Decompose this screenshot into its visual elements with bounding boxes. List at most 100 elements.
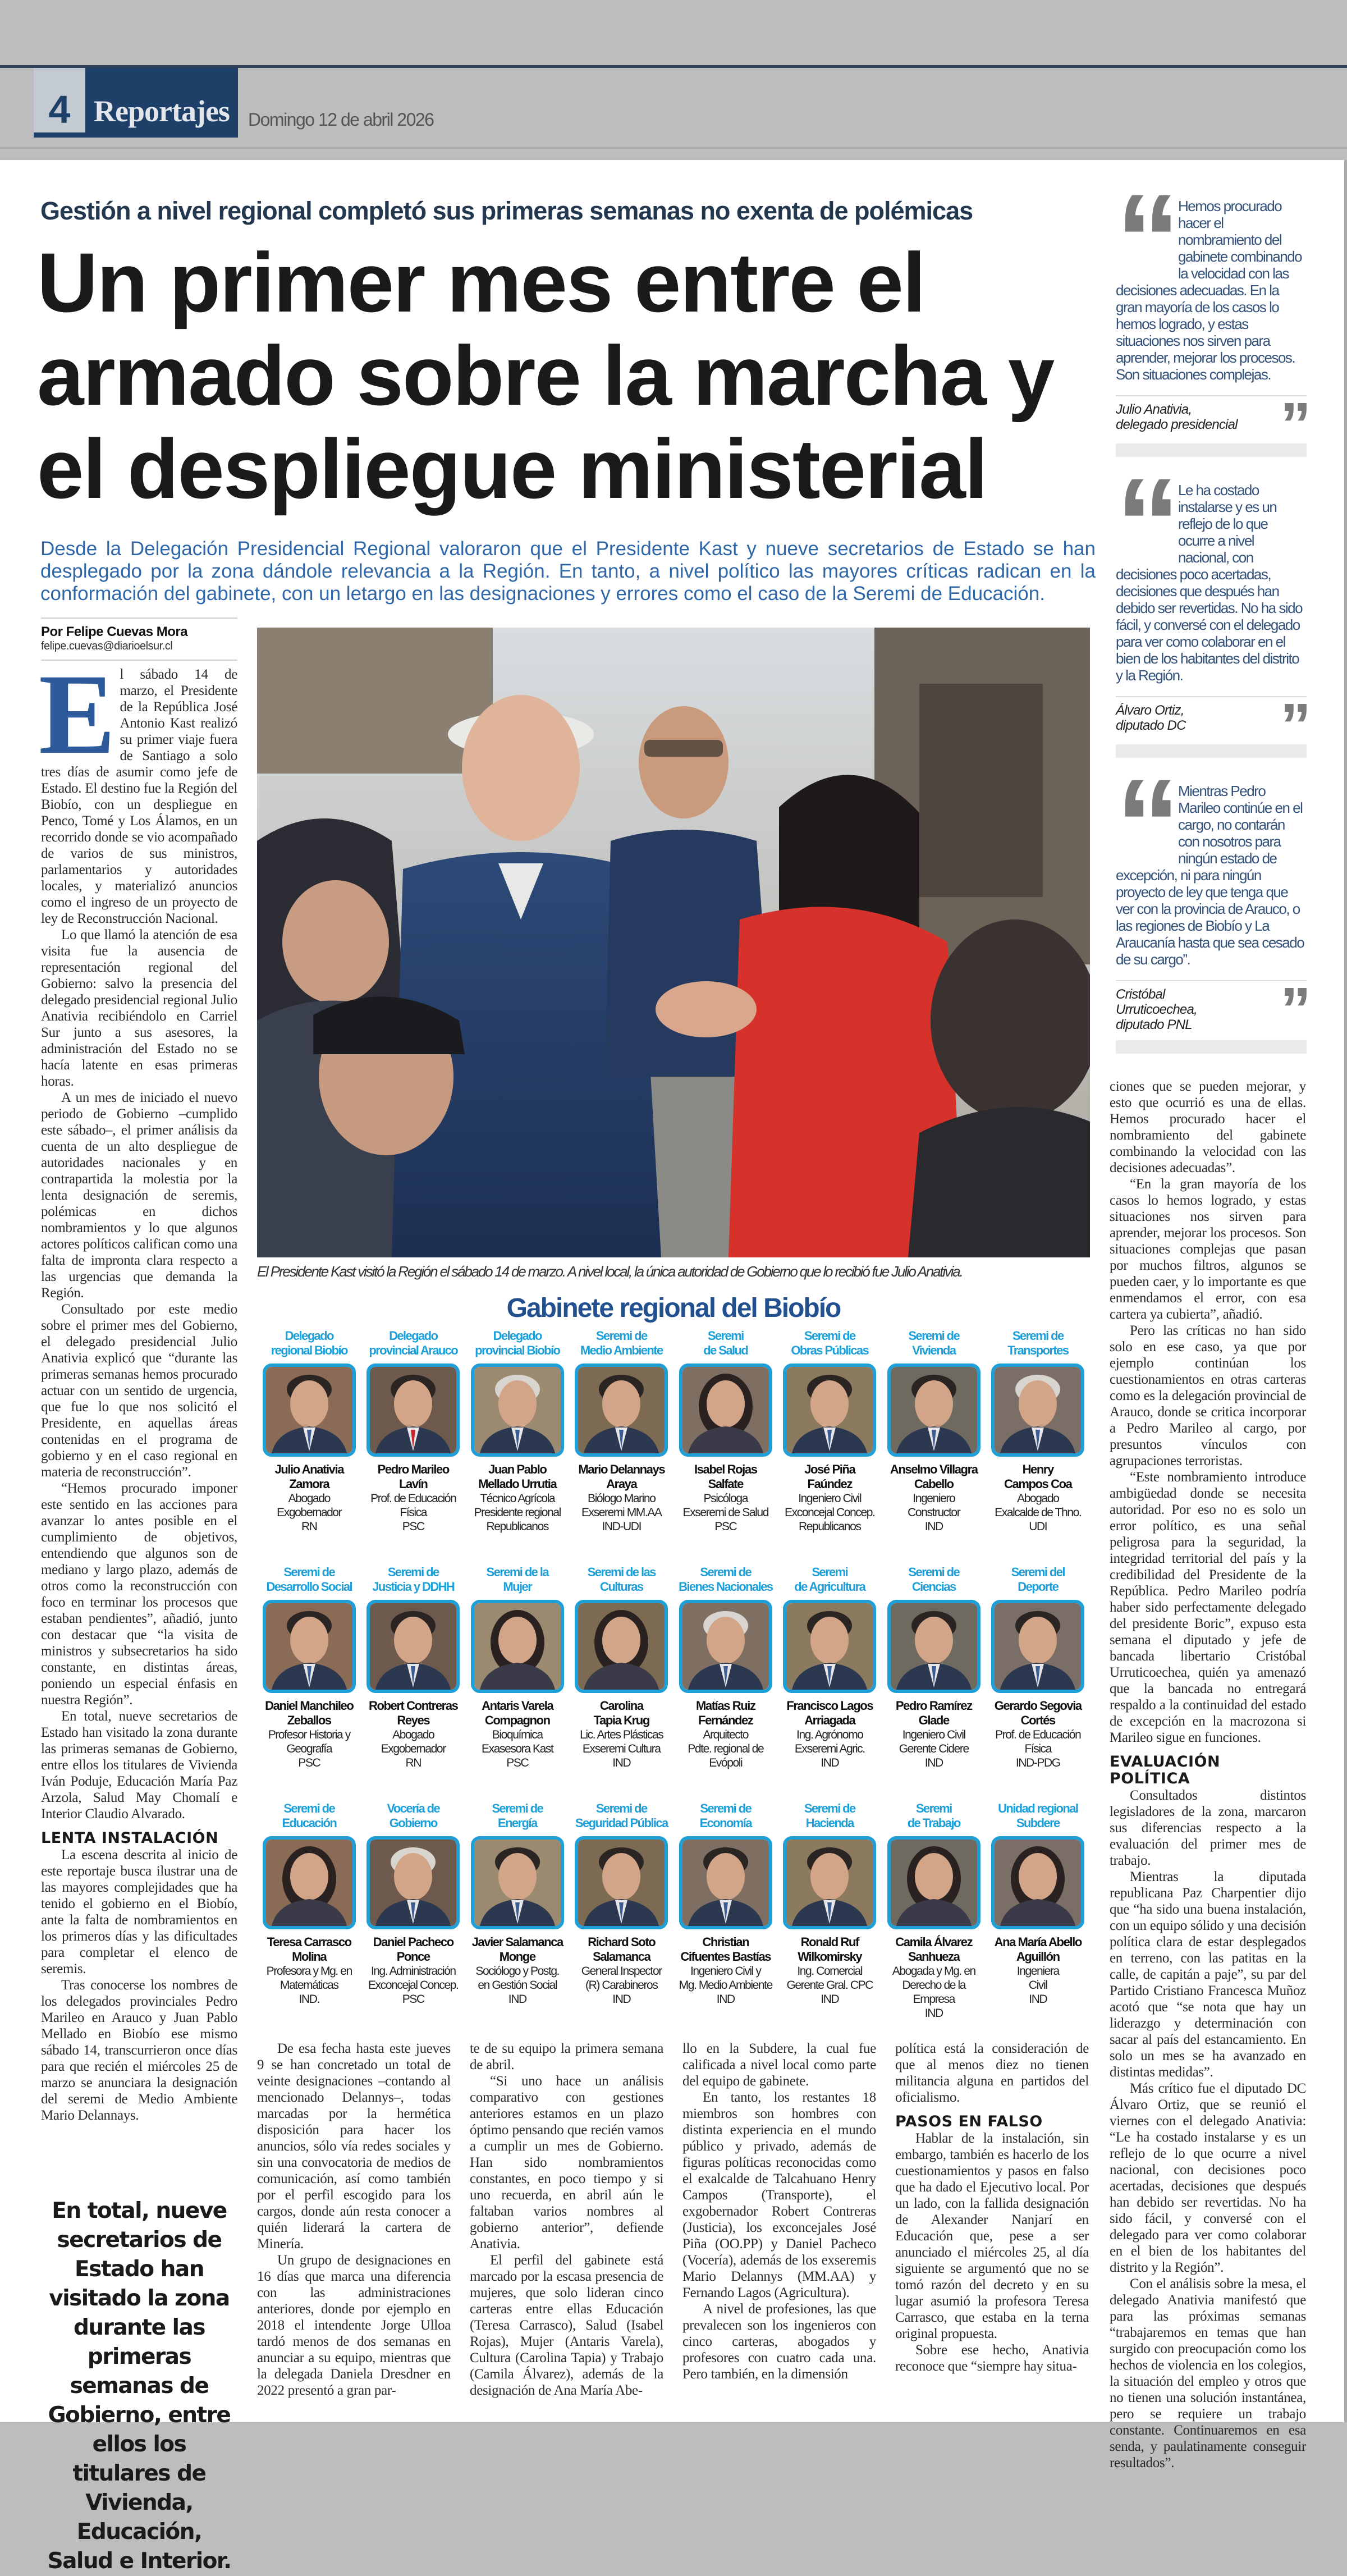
paragraph: Pero las críticas no han sido solo en es…: [1110, 1323, 1306, 1468]
byline-author: Por Felipe Cuevas Mora: [41, 624, 188, 639]
member-detail-line: Exseremi Agric.: [794, 1742, 865, 1755]
member-detail-line: Sociólogo y Postg.: [475, 1965, 560, 1978]
paragraph: “Este nombramiento introduce ambigüedad …: [1110, 1470, 1306, 1745]
member-portrait: [262, 1600, 356, 1693]
member-detail-line: Republicanos: [799, 1520, 862, 1533]
member-details: Psicóloga Exseremi de Salud PSC: [675, 1491, 777, 1534]
member-position-line: Deporte: [1018, 1580, 1059, 1594]
member-detail-line: en Gestión Social: [478, 1979, 557, 1992]
member-detail-line: Derecho de la Empresa: [902, 1979, 966, 2006]
member-position-line: Medio Ambiente: [580, 1343, 663, 1357]
member-name-line: Reyes: [397, 1713, 430, 1727]
portrait-photo: [890, 1603, 977, 1690]
quote-role: diputado DC: [1116, 718, 1186, 733]
member-position-line: Transportes: [1007, 1343, 1069, 1357]
member-details: Abogado Exgobernador RN: [258, 1491, 360, 1534]
member-details: Ingeniero Constructor IND: [883, 1491, 985, 1534]
portrait-photo: [370, 1603, 457, 1690]
member-details: Ingeniera Civil IND: [987, 1964, 1089, 2006]
member-position-line: Seremi de: [387, 1565, 439, 1579]
headline-line: Un primer mes entre el: [37, 235, 926, 330]
close-quote-icon: ”: [1280, 691, 1311, 760]
cabinet-member-card: Vocería de Gobierno Daniel Pacheco Ponce Ing…: [361, 1801, 466, 2020]
member-name: Mario Delannays Araya: [571, 1462, 673, 1491]
member-detail-line: IND: [508, 1993, 527, 2006]
right-column-wrapper: “Hemos procurado hacer el nombramiento d…: [1110, 175, 1311, 2471]
pull-quote: En total, nueve secretarios de Estado ha…: [47, 2198, 232, 2574]
member-position-line: Delegado: [285, 1329, 335, 1343]
member-name: Ana María Abello Aguillón: [987, 1935, 1089, 1964]
member-portrait: [991, 1836, 1085, 1929]
member-position-line: de Agricultura: [794, 1580, 866, 1594]
edition-date: Domingo 12 de abril 2026: [248, 109, 434, 130]
member-name-line: Compagnon: [484, 1713, 551, 1727]
member-detail-line: Abogado: [392, 1728, 435, 1741]
member-name-line: Christian: [702, 1935, 749, 1949]
portrait-photo: [370, 1367, 457, 1453]
member-position: Seremi de Educación: [258, 1801, 360, 1831]
member-name-line: Tapia Krug: [593, 1713, 650, 1727]
cabinet-member-card: Seremi de las Culturas Carolina Tapia Krug L…: [570, 1565, 674, 1770]
member-details: Ingeniero Civil Exconcejal Concep. Republi…: [779, 1491, 881, 1534]
cabinet-member-card: Seremi de Medio Ambiente Mario Delannays Ar…: [570, 1329, 674, 1534]
member-position-line: provincial Biobío: [475, 1343, 561, 1357]
member-portrait: [575, 1600, 668, 1693]
member-detail-line: Presidente regional: [474, 1506, 562, 1519]
section-subheading: PASOS EN FALSO: [895, 2113, 1043, 2130]
bottom-columns: De esa fecha hasta este jueves 9 se han …: [257, 2040, 1090, 2399]
member-position: Seremi de Energía: [466, 1801, 569, 1831]
member-position-line: Seremi de: [283, 1565, 335, 1579]
member-name-line: Juan Pablo: [488, 1462, 547, 1476]
byline-rule-bottom: [41, 660, 237, 661]
portrait-photo: [578, 1603, 665, 1690]
member-position-line: Seremi de: [595, 1329, 648, 1343]
member-name: Antaris Varela Compagnon: [466, 1699, 569, 1728]
cabinet-member-card: Seremi de Obras Públicas José Piña Faúndez I…: [778, 1329, 882, 1534]
paragraph: llo en la Subdere, la cual fue calificad…: [682, 2041, 876, 2089]
member-position: Delegado provincial Arauco: [363, 1329, 465, 1358]
member-name-line: Lavín: [399, 1477, 428, 1491]
president-visit-photo: [257, 628, 1090, 1257]
member-detail-line: Técnico Agrícola: [480, 1492, 555, 1505]
member-detail-line: PSC: [402, 1993, 425, 2006]
member-detail-line: Biólogo Marino: [588, 1492, 656, 1505]
member-position-line: Energía: [498, 1816, 538, 1830]
member-detail-line: Constructor: [908, 1506, 961, 1519]
header-rule: [0, 65, 1347, 68]
quote-text: Mientras Pedro Marileo continúe en el ca…: [1116, 783, 1305, 968]
member-name: Francisco Lagos Arriagada: [779, 1699, 881, 1728]
paragraph: política está la consideración de que al…: [895, 2041, 1089, 2105]
member-detail-line: Mg. Medio Ambiente: [679, 1979, 773, 1992]
quote-attribution: Cristóbal Urruticoechea, diputado PNL”: [1116, 979, 1311, 1041]
member-detail-line: PSC: [402, 1520, 425, 1533]
paragraph: La escena descrita al inicio de este rep…: [41, 1847, 237, 1976]
paragraph: “En la gran mayoría de los casos lo hemo…: [1110, 1177, 1306, 1322]
member-name: Richard Soto Salamanca: [571, 1935, 673, 1964]
member-position-line: Gobierno: [389, 1816, 438, 1830]
cabinet-member-card: Seremi de Hacienda Ronald Ruf Wilkomirsky In…: [778, 1801, 882, 2020]
member-name: Isabel Rojas Salfate: [675, 1462, 777, 1491]
cabinet-member-card: Seremi de Economía Christian Cifuentes Bast…: [674, 1801, 778, 2020]
member-detail-line: IND: [924, 2007, 943, 2020]
member-position-line: Mujer: [503, 1580, 532, 1594]
member-position: Seremi de Bienes Nacionales: [675, 1565, 777, 1594]
cabinet-member-card: Delegado regional Biobío Julio Anativia Zam…: [257, 1329, 361, 1534]
member-name-line: Pedro Ramírez: [895, 1699, 973, 1713]
member-position-line: Hacienda: [805, 1816, 855, 1830]
member-detail-line: Psicóloga: [703, 1492, 749, 1505]
member-detail-line: Prof. de Educación: [370, 1492, 457, 1505]
member-detail-line: RN: [405, 1756, 421, 1769]
member-position-line: Ciencias: [911, 1580, 956, 1594]
member-name-line: Mellado Urrutia: [478, 1477, 557, 1491]
member-detail-line: RN: [301, 1520, 318, 1533]
cabinet-member-card: Seremi de Desarrollo Social Daniel Manchil…: [257, 1565, 361, 1770]
member-position: Seremi de Agricultura: [779, 1565, 881, 1594]
member-portrait: [783, 1836, 877, 1929]
quote-attribution: Álvaro Ortiz, diputado DC”: [1116, 695, 1311, 757]
member-name-line: Molina: [292, 1950, 327, 1964]
paragraph: ciones que se pueden mejorar, y esto que…: [1110, 1079, 1306, 1175]
cabinet-member-card: Seremi de Educación Teresa Carrasco Molina P…: [257, 1801, 361, 2020]
paragraph: En total, nueve secretarios de Estado ha…: [41, 1709, 237, 1822]
member-detail-line: IND: [924, 1756, 943, 1769]
member-name-line: Javier Salamanca: [471, 1935, 564, 1949]
